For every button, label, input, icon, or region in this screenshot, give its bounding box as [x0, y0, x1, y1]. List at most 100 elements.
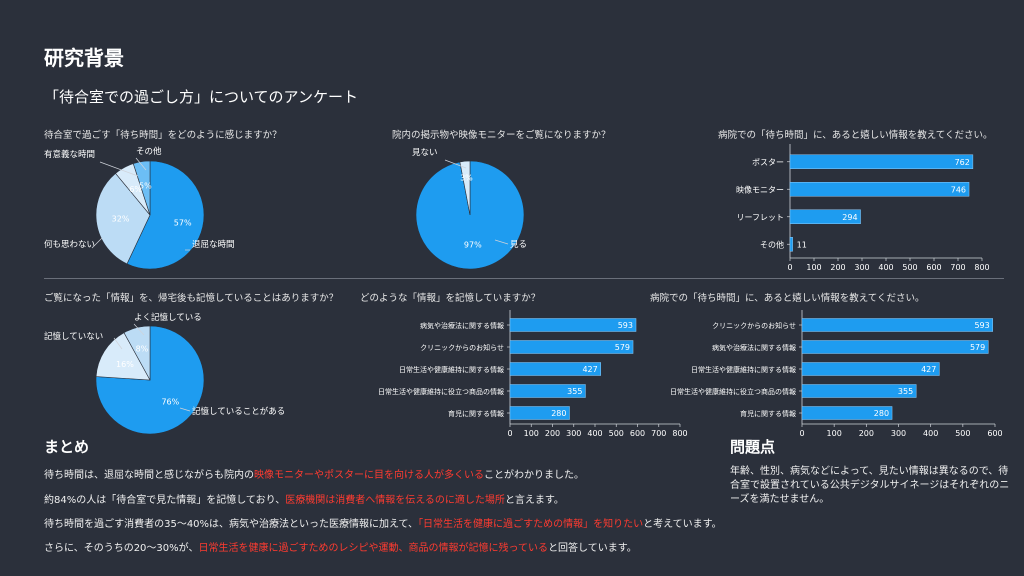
q6-bar-chart: クリニックからのお知らせ 593 病気や治療法に関する情報 579 日常生活や健康維持に…	[670, 310, 1003, 438]
q5-x-tick-label-4: 400	[587, 429, 602, 438]
q5-x-tick-label-1: 100	[524, 429, 539, 438]
summary-p3-highlight: 「日常生活を健康に過ごすための情報」を知りたい	[418, 519, 644, 530]
q1-pie-category-label-item-1: 何も思わない	[44, 239, 95, 250]
q1-question: 待合室で過ごす「待ち時間」をどのように感じますか？	[44, 130, 282, 141]
q3-bar-chart: ポスター 762 映像モニター 746 リーフレット 294 その他 11 0 100 200 300…	[736, 144, 990, 272]
q2-pie-value-label-item-0: 97%	[464, 241, 482, 250]
q3-x-tick-label-2: 200	[830, 263, 845, 272]
q3-category-label-item-2: リーフレット	[736, 213, 784, 222]
q1-pie-category-label-item-3: その他	[136, 146, 162, 157]
q6-x-tick-label-5: 500	[955, 429, 970, 438]
q6-bar-item-2	[801, 362, 940, 376]
summary-p2-text: 約84%の人は「待合室で見た情報」を記憶しており、	[44, 495, 286, 506]
q6-bar-value-label-item-3: 355	[898, 387, 913, 396]
q4-pie-slice-item-1	[95, 332, 151, 381]
q3-bar-item-3	[789, 237, 793, 252]
q6-x-tick-label-0: 0	[799, 429, 804, 438]
page-subtitle: 「待合室での過ごし方」についてのアンケート	[44, 88, 358, 106]
q1-pie-value-label-item-1: 32%	[112, 215, 130, 224]
q3-bar-item-1	[789, 182, 970, 197]
q5-x-tick-label-8: 800	[672, 429, 687, 438]
q4-pie-leader-line-item-1	[113, 337, 123, 350]
q6-x-tick-label-6: 600	[987, 429, 1002, 438]
q6-x-tick-label-3: 300	[891, 429, 906, 438]
q6-category-label-item-2: 日常生活や健康維持に関する情報	[691, 365, 796, 374]
summary-paragraph-1: 待ち時間は、退屈な時間と感じながらも院内の映像モニターやポスターに目を向ける人が…	[44, 466, 584, 481]
summary-paragraph-3: 待ち時間を過ごす消費者の35〜40%は、病気や治療法といった医療情報に加えて、「…	[44, 515, 722, 530]
summary-p4-text: さらに、そのうちの20〜30%が、	[44, 543, 199, 554]
summary-p1-text: 待ち時間は、退屈な時間と感じながらも院内の	[44, 470, 254, 481]
section-divider	[44, 278, 1004, 279]
q3-bar-value-label-item-1: 746	[951, 185, 966, 194]
q6-x-tick-label-2: 200	[859, 429, 874, 438]
q3-bar-value-label-item-0: 762	[955, 158, 970, 167]
q6-category-label-item-4: 育児に関する情報	[740, 409, 796, 418]
q6-category-label-item-3: 日常生活や健康維持に役立つ商品の情報	[670, 387, 796, 396]
q1-pie-value-label-item-2: 6%	[129, 185, 142, 194]
q3-question: 病院での「待ち時間」に、あると嬉しい情報を教えてください。	[718, 130, 993, 141]
summary-p4-end: と回答しています。	[548, 543, 637, 554]
q2-pie-slice-item-1	[459, 160, 471, 216]
q4-pie-leader-line-item-0	[179, 407, 191, 412]
q2-pie-value-label-item-1: 3%	[460, 173, 473, 182]
q5-x-tick-label-5: 500	[609, 429, 624, 438]
q4-pie-value-label-item-0: 76%	[161, 398, 179, 407]
q5-bar-chart: 病気や治療法に関する情報 593 クリニックからのお知らせ 579 日常生活や健康維持に…	[378, 310, 688, 438]
q4-pie-chart: 76% 16%8% 記憶していることがある 記憶していない よく記憶している	[44, 312, 285, 435]
q1-pie-slice-item-1	[95, 172, 151, 265]
q4-question: ご覧になった「情報」を、帰宅後も記憶していることはありますか？	[44, 293, 339, 304]
summary-title: まとめ	[44, 438, 90, 456]
problem-title: 問題点	[730, 438, 776, 456]
q3-x-tick-label-5: 500	[902, 263, 917, 272]
q4-pie-category-label-item-1: 記憶していない	[44, 331, 103, 342]
q1-pie-category-label-item-0: 退屈な時間	[192, 239, 235, 250]
q2-pie-chart: 97% 3% 見る 見ない	[412, 148, 527, 270]
q4-pie-category-label-item-0: 記憶していることがある	[192, 406, 285, 417]
q3-x-tick-label-1: 100	[806, 263, 821, 272]
q5-bar-value-label-item-3: 355	[567, 387, 582, 396]
q6-category-label-item-1: 病気や治療法に関する情報	[712, 343, 796, 352]
q6-bar-value-label-item-2: 427	[921, 365, 936, 374]
q5-x-tick-label-6: 600	[630, 429, 645, 438]
q3-x-tick-label-3: 300	[854, 263, 869, 272]
q6-bar-value-label-item-0: 593	[974, 321, 989, 330]
q1-pie-leader-line-item-2	[99, 161, 139, 177]
q6-category-label-item-0: クリニックからのお知らせ	[712, 321, 796, 330]
summary-p1-end: ことがわかりました。	[484, 470, 584, 481]
summary-p2-end: と言えます。	[504, 495, 564, 506]
q3-x-tick-label-4: 400	[878, 263, 893, 272]
q4-pie-value-label-item-2: 8%	[136, 345, 149, 354]
q5-category-label-item-3: 日常生活や健康維持に役立つ商品の情報	[378, 387, 504, 396]
q4-pie-leader-line-item-2	[133, 323, 145, 336]
problem-text: 年齢、性別、病気などによって、見たい情報は異なるので、待合室で設置されている公共…	[730, 466, 1010, 505]
q2-question: 院内の掲示物や映像モニターをご覧になりますか？	[392, 130, 611, 141]
q6-bar-item-1	[801, 340, 989, 354]
q3-bar-value-label-item-3: 11	[797, 240, 807, 249]
q2-pie-category-label-item-0: 見る	[510, 240, 527, 250]
q4-pie-value-label-item-1: 16%	[116, 360, 134, 369]
q3-category-label-item-3: その他	[760, 239, 784, 249]
q1-pie-slice-item-3	[132, 160, 151, 216]
q3-bar-item-0	[789, 154, 974, 169]
summary-paragraph-2: 約84%の人は「待合室で見た情報」を記憶しており、医療機関は消費者へ情報を伝える…	[44, 491, 564, 506]
page-title: 研究背景	[44, 46, 124, 70]
summary-p3-text: 待ち時間を過ごす消費者の35〜40%は、病気や治療法といった医療情報に加えて、	[44, 519, 419, 530]
q3-x-tick-label-7: 700	[950, 263, 965, 272]
q1-pie-leader-line-item-1	[91, 237, 103, 249]
q5-bar-value-label-item-0: 593	[618, 321, 633, 330]
q6-bar-item-0	[801, 318, 993, 332]
q3-x-tick-label-0: 0	[787, 263, 792, 272]
q5-category-label-item-4: 育児に関する情報	[448, 409, 504, 418]
summary-p2-highlight: 医療機関は消費者へ情報を伝えるのに適した場所	[285, 495, 505, 506]
q1-pie-category-label-item-2: 有意義な時間	[44, 149, 95, 160]
q5-bar-value-label-item-4: 280	[551, 409, 566, 418]
q6-bar-value-label-item-4: 280	[874, 409, 889, 418]
q2-pie-leader-line-item-1	[444, 159, 467, 169]
q5-question: どのような「情報」を記憶していますか？	[360, 293, 541, 304]
q5-x-tick-label-3: 300	[566, 429, 581, 438]
q4-pie-slice-item-2	[123, 325, 151, 381]
q1-pie-leader-line-item-3	[135, 157, 147, 171]
q4-pie-category-label-item-2: よく記憶している	[134, 312, 202, 323]
q5-x-tick-label-7: 700	[651, 429, 666, 438]
